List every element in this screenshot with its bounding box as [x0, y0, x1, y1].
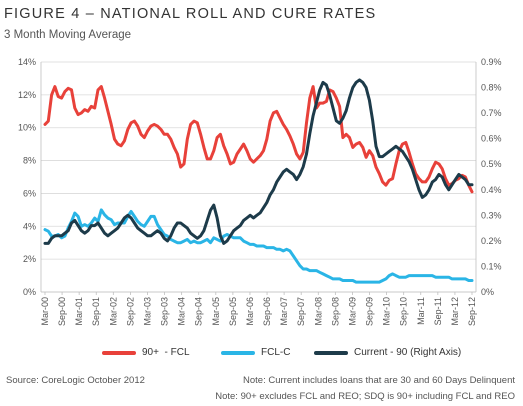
x-tick-label: Mar-10	[382, 297, 392, 326]
x-tick-label: Mar-00	[40, 297, 50, 326]
footnote-current: Note: Current includes loans that are 30…	[243, 375, 515, 386]
legend-label-90-fcl: 90+ - FCL	[142, 347, 190, 358]
y-left-tick-label: 12%	[18, 90, 36, 100]
legend-item-90-fcl: 90+ - FCL	[102, 347, 190, 358]
legend-item-current-90: Current - 90 (Right Axis)	[314, 347, 461, 358]
legend-item-fcl-c: FCL-C	[221, 347, 290, 358]
x-tick-label: Sep-11	[433, 297, 443, 325]
y-right-tick-label: 0.8%	[481, 83, 502, 93]
x-tick-label: Sep-08	[330, 297, 340, 326]
y-right-tick-label: 0.2%	[481, 236, 502, 246]
x-tick-label: Mar-06	[245, 297, 255, 326]
x-tick-label: Mar-05	[211, 297, 221, 326]
x-tick-label: Sep-04	[194, 297, 204, 326]
x-tick-label: Sep-00	[57, 297, 67, 326]
x-tick-label: Mar-08	[313, 297, 323, 326]
y-left-tick-label: 4%	[23, 221, 36, 231]
x-tick-label: Mar-12	[450, 297, 460, 326]
legend-swatch-current-90	[314, 350, 348, 355]
x-tick-label: Mar-03	[142, 297, 152, 326]
y-right-tick-label: 0.4%	[481, 185, 502, 195]
x-tick-label: Mar-09	[347, 297, 357, 326]
series-line-90-fcl	[43, 85, 474, 194]
y-right-tick-label: 0.3%	[481, 210, 502, 220]
chart-subtitle: 3 Month Moving Average	[4, 29, 132, 41]
series-line-current-90	[43, 78, 474, 245]
source-note: Source: CoreLogic October 2012	[6, 375, 145, 386]
x-tick-label: Sep-07	[296, 297, 306, 326]
chart-legend: 90+ - FCL FCL-C Current - 90 (Right Axis…	[0, 347, 523, 363]
y-left-tick-label: 8%	[23, 156, 36, 166]
x-tick-label: Sep-10	[399, 297, 409, 326]
x-tick-label: Sep-09	[365, 297, 375, 326]
chart-title: FIGURE 4 – NATIONAL ROLL AND CURE RATES	[4, 6, 377, 22]
x-tick-label: Mar-07	[279, 297, 289, 326]
y-left-tick-label: 2%	[23, 254, 36, 264]
x-tick-label: Sep-05	[228, 297, 238, 326]
y-left-tick-label: 14%	[18, 57, 36, 67]
y-left-tick-label: 0%	[23, 287, 36, 297]
legend-label-current-90: Current - 90 (Right Axis)	[354, 347, 462, 358]
y-right-tick-label: 0.7%	[481, 108, 502, 118]
x-tick-label: Sep-02	[125, 297, 135, 326]
y-right-tick-label: 0%	[481, 287, 494, 297]
y-right-tick-label: 0.9%	[481, 57, 502, 67]
x-tick-label: Sep-03	[160, 297, 170, 326]
x-tick-label: Sep-06	[262, 297, 272, 326]
y-left-tick-label: 10%	[18, 123, 36, 133]
legend-label-fcl-c: FCL-C	[261, 347, 291, 358]
y-right-tick-label: 0.5%	[481, 159, 502, 169]
x-tick-label: Sep-01	[91, 297, 101, 326]
y-left-tick-label: 6%	[23, 188, 36, 198]
x-tick-label: Mar-04	[177, 297, 187, 326]
x-tick-label: Sep-12	[467, 297, 477, 326]
series-line-fcl-c	[43, 208, 474, 284]
y-right-tick-label: 0.6%	[481, 134, 502, 144]
line-chart: 0% 2% 4% 6% 8% 10% 12% 14% 0% 0.1% 0.2% 0.3% 0.4% 0.5…	[18, 57, 502, 326]
legend-swatch-fcl-c	[221, 350, 255, 355]
x-tick-label: Mar-11	[416, 297, 426, 325]
legend-swatch-90-fcl	[102, 350, 136, 355]
x-tick-label: Mar-02	[108, 297, 118, 326]
footnote-90plus: Note: 90+ excludes FCL and REO; SDQ is 9…	[215, 391, 515, 402]
x-tick-label: Mar-01	[74, 297, 84, 326]
y-right-tick-label: 0.1%	[481, 261, 502, 271]
